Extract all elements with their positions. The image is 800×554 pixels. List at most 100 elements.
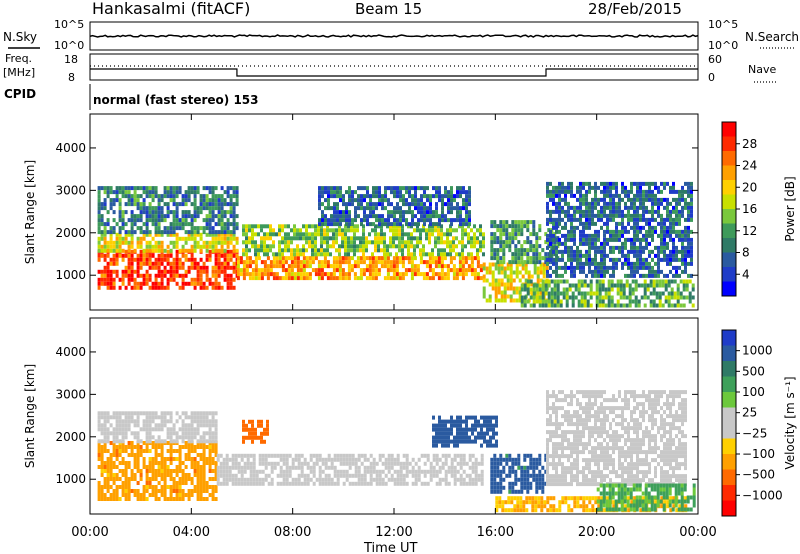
power-ylabel: Slant Range [km]	[23, 160, 37, 264]
velocity-colorbar-swatch-2	[722, 361, 736, 377]
vel-ytick-label-0: 1000	[55, 472, 86, 486]
power-colorbar-swatch-0	[722, 122, 736, 137]
power-region-5	[318, 186, 471, 227]
nsky-label: N.Sky	[3, 30, 37, 44]
vel-ytick-label-2: 3000	[55, 387, 86, 401]
power-region-2	[97, 186, 239, 235]
freq-line	[90, 68, 698, 77]
power-region-1	[97, 232, 239, 253]
freq-trace	[90, 65, 698, 77]
noise-trace	[89, 34, 699, 38]
velocity-colorbar-tick-label-7: −1000	[742, 488, 783, 502]
vel-region-1	[97, 411, 218, 444]
time-axis-label: Time UT	[363, 541, 417, 554]
power-colorbar-tick-label-6: 4	[742, 267, 750, 281]
power-region-4	[242, 224, 485, 257]
velocity-colorbar-swatch-4	[722, 392, 736, 408]
velocity-colorbar-swatch-0	[722, 330, 736, 346]
power-ytick-label-3: 4000	[55, 141, 86, 155]
freq-right-tick-top: 60	[708, 53, 722, 66]
velocity-colorbar-swatch-1	[722, 345, 736, 362]
velocity-colorbar-swatch-5	[722, 407, 736, 424]
xtick-label-0: 00:00	[71, 525, 108, 540]
nave-label: Nave	[748, 63, 776, 76]
power-colorbar-tick-label-5: 8	[742, 246, 750, 260]
power-region-7	[490, 220, 560, 265]
beam-title: Beam 15	[355, 0, 422, 18]
freq-left-tick-bottom: 8	[68, 71, 75, 84]
power-colorbar-swatch-6	[722, 209, 736, 224]
xtick-label-4: 16:00	[477, 525, 514, 540]
power-colorbar-swatch-7	[722, 223, 736, 239]
xtick-label-6: 00:00	[679, 525, 716, 540]
velocity-panel: 1000 2000 3000 4000 Slant Range [km]	[23, 317, 699, 515]
power-colorbar-tick-label-3: 16	[742, 202, 757, 216]
vel-ylabel: Slant Range [km]	[23, 364, 37, 468]
power-colorbar-tick-label-1: 24	[742, 159, 757, 173]
velocity-colorbar-swatch-6	[722, 423, 736, 439]
xtick-label-3: 12:00	[375, 525, 412, 540]
velocity-colorbar-tick-label-2: 100	[742, 385, 765, 399]
power-colorbar-swatch-2	[722, 151, 736, 166]
power-colorbar-tick-label-0: 28	[742, 137, 757, 151]
noise-left-tick-bottom: 10^0	[54, 39, 84, 52]
xtick-label-5: 20:00	[578, 525, 615, 540]
noise-right-tick-top: 10^5	[708, 18, 738, 31]
velocity-colorbar-tick-label-3: 25	[742, 406, 757, 420]
power-ytick-label-0: 1000	[55, 268, 86, 282]
velocity-colorbar-tick-label-6: −500	[742, 468, 775, 482]
vel-region-2	[216, 453, 484, 486]
vel-region-3	[242, 419, 269, 444]
freq-label-line2: [MHz]	[3, 66, 35, 79]
velocity-colorbar-swatch-11	[722, 500, 736, 517]
freq-panel-frame	[89, 53, 699, 81]
cpid-text: normal (fast stereo) 153	[93, 93, 259, 107]
power-region-8	[520, 279, 695, 308]
velocity-colorbar-tick-label-5: −100	[742, 447, 775, 461]
power-colorbar-swatch-9	[722, 252, 736, 268]
velocity-colorbar-swatch-10	[722, 485, 736, 501]
power-colorbar-swatch-10	[722, 267, 736, 282]
time-axis: 00:00 04:00 08:00 12:00 16:00 20:00 00:00	[71, 114, 717, 540]
velocity-colorbar-tick-label-4: −25	[742, 426, 767, 440]
power-colorbar-swatch-8	[722, 238, 736, 253]
velocity-colorbar-tick-label-1: 500	[742, 364, 765, 378]
power-colorbar-swatch-11	[722, 281, 736, 297]
vel-ytick-label-1: 2000	[55, 430, 86, 444]
power-panel: 1000 2000 3000 4000 Slant Range [km]	[23, 113, 699, 311]
power-colorbar: 28 24 20 16 12 8 4 Power [dB]	[721, 121, 797, 297]
vel-ytick-label-3: 4000	[55, 345, 86, 359]
power-ytick-label-1: 2000	[55, 226, 86, 240]
vel-region-7	[546, 390, 687, 487]
power-colorbar-swatch-5	[722, 194, 736, 210]
power-region-0	[97, 249, 239, 290]
power-region-9	[546, 181, 693, 278]
velocity-colorbar-tick-label-0: 1000	[742, 344, 773, 358]
power-region-3	[236, 256, 483, 281]
velocity-colorbar-frame	[721, 329, 737, 517]
nsearch-label: N.Search	[745, 30, 799, 44]
velocity-colorbar-swatch-8	[722, 454, 736, 470]
velocity-colorbar-title: Velocity [m s⁻¹]	[783, 376, 797, 469]
noise-right-tick-bottom: 10^0	[708, 39, 738, 52]
power-ytick-label-2: 3000	[55, 183, 86, 197]
cpid-label: CPID	[4, 87, 36, 101]
vel-region-5	[490, 453, 548, 494]
freq-label-line1: Freq.	[5, 52, 32, 65]
date-title: 28/Feb/2015	[588, 0, 682, 18]
power-colorbar-swatch-1	[722, 136, 736, 152]
power-colorbar-swatch-4	[722, 180, 736, 195]
velocity-colorbar-swatch-3	[722, 376, 736, 393]
freq-right-tick-bottom: 0	[708, 71, 715, 84]
vel-region-8	[596, 483, 696, 512]
power-colorbar-title: Power [dB]	[783, 176, 797, 241]
power-colorbar-tick-label-2: 20	[742, 180, 757, 194]
xtick-label-2: 08:00	[274, 525, 311, 540]
freq-left-tick-top: 18	[64, 53, 78, 66]
velocity-colorbar-swatch-9	[722, 469, 736, 486]
velocity-colorbar: 1000 500 100 25 −25 −100 −500 −1000 Velocity [m …	[721, 329, 797, 517]
noise-sky-line	[89, 34, 699, 38]
vel-region-0	[97, 441, 218, 501]
power-colorbar-swatch-3	[722, 165, 736, 181]
